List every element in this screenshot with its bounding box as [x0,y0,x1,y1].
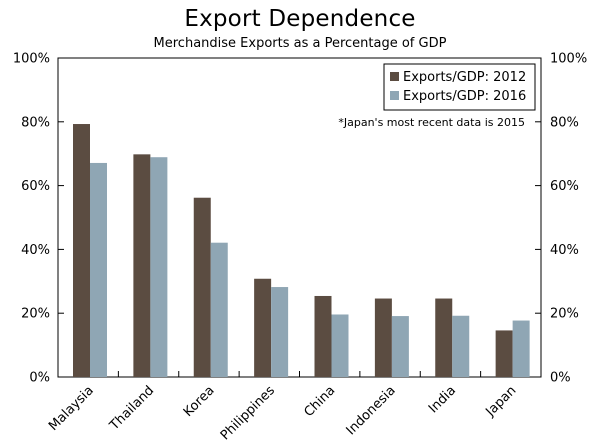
y-tick-label-left: 100% [13,52,50,67]
bar-series2-india [452,315,470,377]
legend-box [383,63,536,111]
chart-annotation: *Japan's most recent data is 2015 [338,116,525,129]
legend-label: Exports/GDP: 2016 [403,89,526,104]
x-tick-label: India [426,383,459,416]
bar-series2-malaysia [90,162,107,377]
x-tick-label: Philippines [218,383,278,442]
bar-series1-china [314,295,332,377]
x-tick-label: Korea [181,383,218,420]
bar-series1-thailand [133,154,151,377]
y-tick-label-right: 40% [550,243,579,258]
legend-label: Exports/GDP: 2012 [403,70,526,85]
chart-title: Export Dependence [184,6,416,32]
y-tick-label-left: 20% [21,307,50,322]
bar-series1-korea [193,197,211,377]
x-tick-label: Indonesia [344,383,399,438]
bar-series1-indonesia [374,298,392,377]
y-tick-label-right: 100% [550,52,587,67]
x-tick-label: Malaysia [46,383,97,434]
bar-series1-malaysia [73,124,90,377]
bar-series1-philippines [254,278,272,377]
bar-series1-japan [495,330,513,377]
bar-series2-thailand [150,157,168,377]
y-tick-label-right: 80% [550,115,579,130]
legend-swatch [390,72,399,81]
y-tick-label-right: 20% [550,307,579,322]
x-tick-label: China [301,383,338,420]
bar-series2-philippines [271,287,289,377]
bar-series2-japan [512,320,530,377]
y-tick-label-left: 40% [21,243,50,258]
x-tick-label: Thailand [106,383,157,434]
y-tick-label-left: 80% [21,115,50,130]
x-tick-label: Japan [482,383,519,420]
y-tick-label-left: 60% [21,179,50,194]
bar-series2-korea [210,242,228,377]
y-tick-label-right: 60% [550,179,579,194]
y-tick-label-left: 0% [29,371,50,386]
chart-subtitle: Merchandise Exports as a Percentage of G… [153,36,447,51]
bar-series2-indonesia [391,316,409,377]
bar-series1-india [435,298,453,377]
legend-swatch [390,91,399,100]
bar-series2-china [331,314,349,377]
y-tick-label-right: 0% [550,371,571,386]
